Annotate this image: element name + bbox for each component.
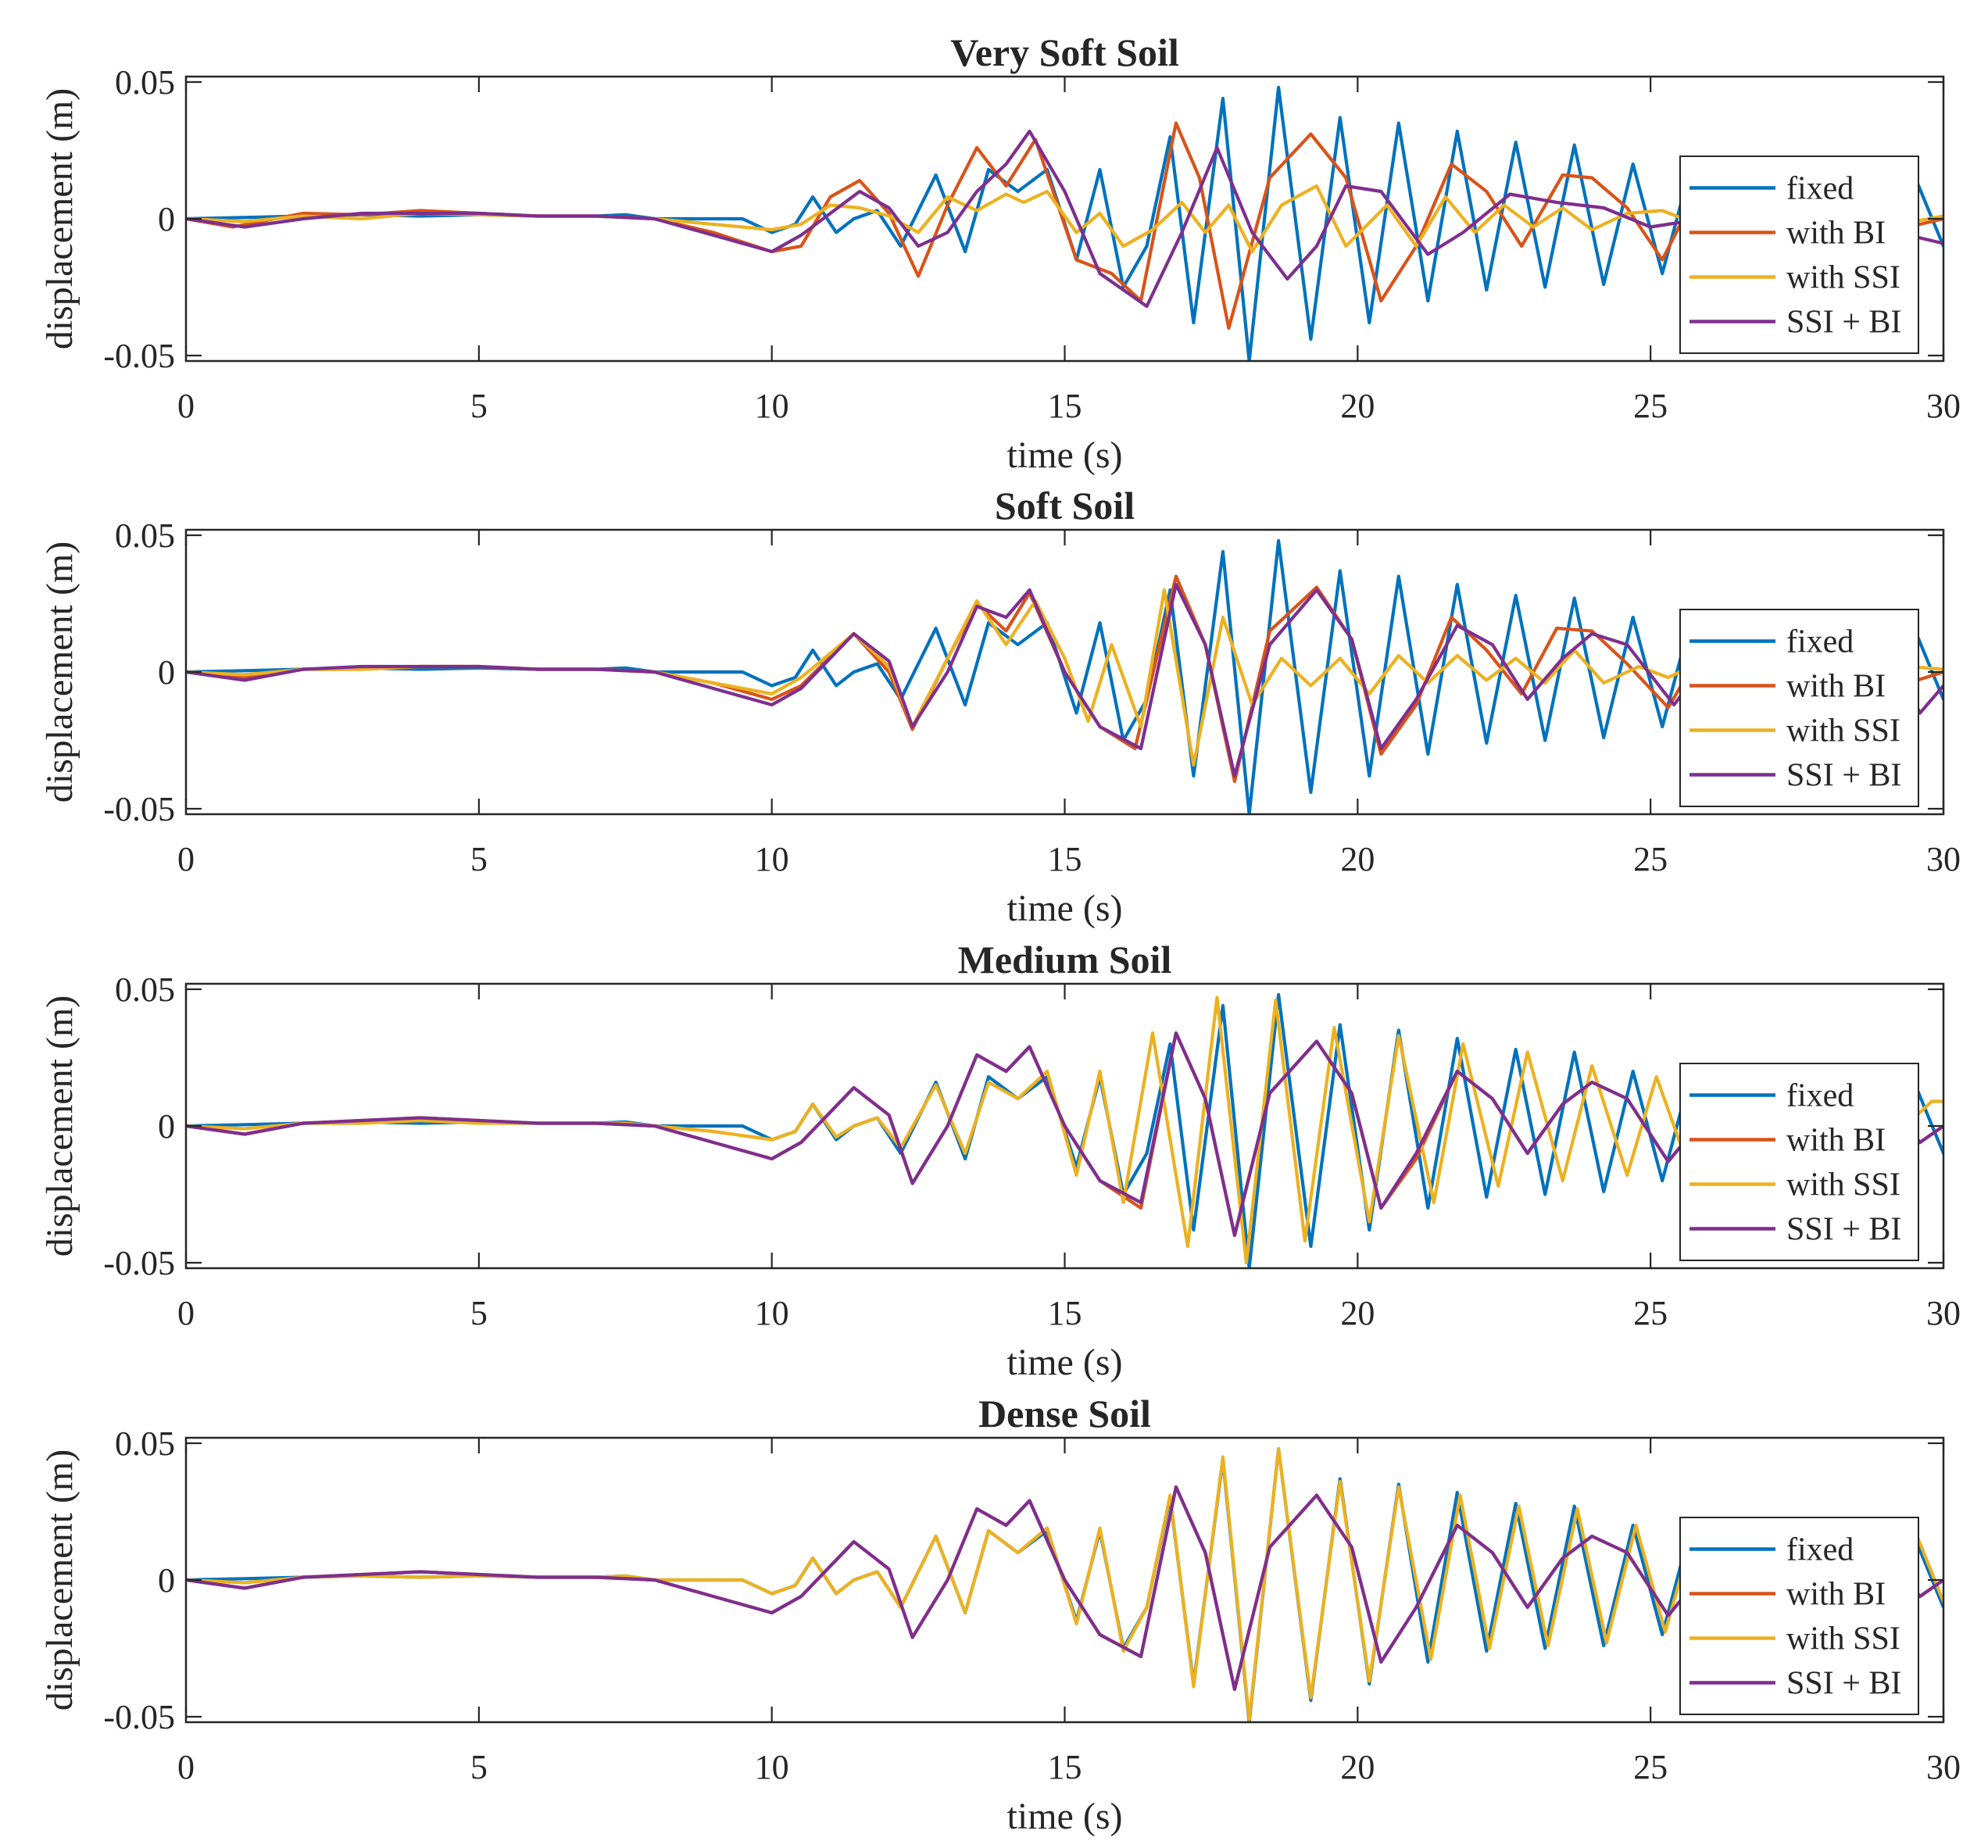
legend-label: fixed	[1786, 624, 1854, 660]
x-tick-label: 10	[755, 387, 789, 425]
legend-label: SSI + BI	[1786, 1212, 1901, 1248]
legend: fixed with BI with SSI SSI + BI	[1679, 609, 1919, 807]
x-tick-label: 20	[1340, 387, 1375, 425]
x-tick-label: 0	[177, 1748, 195, 1786]
legend-label: with SSI	[1786, 1167, 1900, 1203]
x-tick-label: 15	[1048, 1748, 1082, 1786]
legend: fixed with BI with SSI SSI + BI	[1679, 1517, 1919, 1715]
chart-title: Very Soft Soil	[950, 30, 1179, 74]
y-axis-label: displacement (m)	[39, 995, 80, 1257]
y-tick-label: -0.05	[103, 1244, 175, 1282]
series-group	[186, 85, 1943, 361]
x-tick-label: 25	[1633, 1294, 1668, 1332]
chart-title: Soft Soil	[995, 484, 1135, 527]
x-axis-label: time (s)	[1007, 888, 1123, 929]
x-axis-label: time (s)	[1007, 1342, 1123, 1383]
x-tick-label: 25	[1633, 1748, 1668, 1786]
legend-label: with SSI	[1786, 1621, 1900, 1657]
legend-label: SSI + BI	[1786, 305, 1901, 341]
x-tick-label: 0	[177, 840, 195, 878]
x-tick-label: 25	[1633, 840, 1668, 878]
x-tick-label: 20	[1340, 840, 1375, 878]
x-tick-label: 0	[177, 387, 195, 425]
chart-title: Dense Soil	[978, 1392, 1151, 1435]
y-tick-label: -0.05	[103, 790, 175, 828]
x-tick-label: 5	[470, 1748, 488, 1786]
legend: fixed with BI with SSI SSI + BI	[1679, 1063, 1919, 1261]
x-tick-label: 30	[1926, 840, 1961, 878]
x-axis-label: time (s)	[1007, 434, 1123, 476]
x-tick-label: 5	[470, 387, 488, 425]
x-tick-label: 15	[1048, 387, 1082, 425]
legend-label: with SSI	[1786, 260, 1900, 296]
x-tick-label: 20	[1340, 1294, 1375, 1332]
y-tick-label: -0.05	[103, 1698, 175, 1736]
chart-title: Medium Soil	[958, 938, 1172, 981]
x-tick-label: 30	[1926, 387, 1961, 425]
y-axis-label: displacement (m)	[39, 1449, 80, 1711]
series-line-ssi-bi	[186, 129, 1943, 309]
x-tick-label: 10	[755, 840, 789, 878]
x-tick-label: 30	[1926, 1748, 1961, 1786]
legend-label: SSI + BI	[1786, 1666, 1901, 1702]
y-tick-label: 0.05	[115, 517, 175, 555]
y-tick-label: -0.05	[103, 337, 175, 375]
legend-label: fixed	[1786, 1078, 1854, 1114]
x-tick-label: 0	[177, 1294, 195, 1332]
x-tick-label: 15	[1048, 1294, 1082, 1332]
y-tick-label: 0.05	[115, 970, 175, 1009]
x-tick-label: 30	[1926, 1294, 1961, 1332]
x-tick-label: 5	[470, 1294, 488, 1332]
legend-label: with BI	[1786, 1123, 1886, 1159]
legend-label: SSI + BI	[1786, 758, 1901, 794]
legend: fixed with BI with SSI SSI + BI	[1679, 155, 1919, 354]
series-line-with-ssi	[186, 184, 1943, 254]
y-tick-label: 0	[158, 200, 175, 238]
legend-label: fixed	[1786, 171, 1854, 207]
y-tick-label: 0	[158, 653, 175, 692]
x-tick-label: 5	[470, 840, 488, 878]
y-axis-label: displacement (m)	[39, 88, 80, 350]
legend-label: with SSI	[1786, 713, 1900, 749]
y-tick-label: 0	[158, 1107, 175, 1146]
legend-label: with BI	[1786, 669, 1886, 705]
y-tick-label: 0.05	[115, 63, 175, 102]
x-tick-label: 15	[1048, 840, 1082, 878]
y-axis-label: displacement (m)	[39, 542, 80, 803]
y-tick-label: 0.05	[115, 1424, 175, 1463]
legend-label: fixed	[1786, 1532, 1854, 1568]
y-tick-label: 0	[158, 1561, 175, 1600]
x-axis-label: time (s)	[1007, 1796, 1123, 1837]
legend-label: with BI	[1786, 1577, 1886, 1613]
legend-label: with BI	[1786, 216, 1886, 252]
x-tick-label: 25	[1633, 387, 1668, 425]
x-tick-label: 10	[755, 1748, 789, 1786]
x-tick-label: 20	[1340, 1748, 1375, 1786]
x-tick-label: 10	[755, 1294, 789, 1332]
